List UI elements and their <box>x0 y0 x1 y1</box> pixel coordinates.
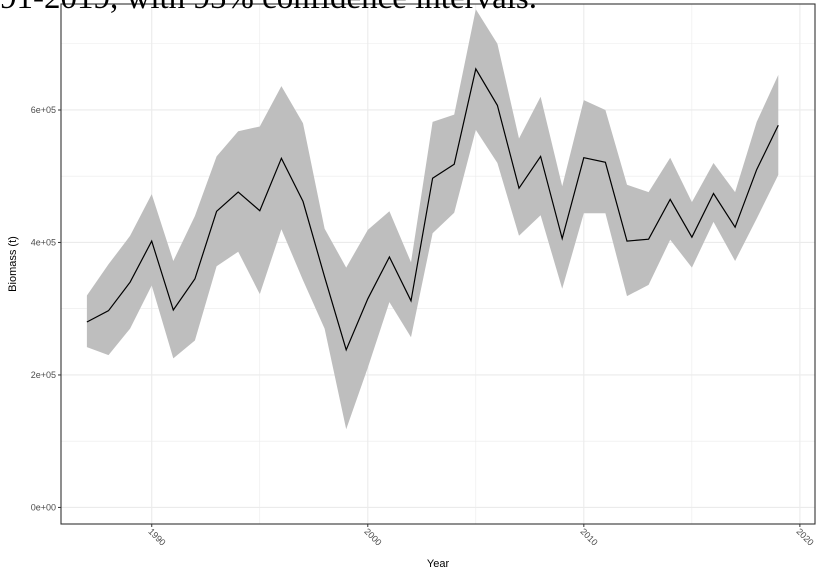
y-axis-title: Biomass (t) <box>7 236 19 292</box>
x-axis-title: Year <box>427 558 450 569</box>
y-tick-label: 6e+05 <box>31 105 56 115</box>
y-tick-label: 2e+05 <box>31 370 56 380</box>
y-tick-label: 4e+05 <box>31 237 56 247</box>
x-tick-label: 1990 <box>146 526 167 547</box>
plot-panel-border <box>60 3 816 525</box>
y-tick-label: 0e+00 <box>31 502 56 512</box>
x-tick-label: 2020 <box>794 526 815 547</box>
biomass-series-line <box>86 67 779 352</box>
figure-caption: 91-2019, with 95% confidence intervals. <box>0 0 818 18</box>
axis-ticks: 0e+00 2e+05 4e+05 6e+05 1990 2000 2010 2020 <box>31 105 816 548</box>
x-tick-label: 2000 <box>362 526 383 547</box>
confidence-interval-ribbon <box>86 9 779 430</box>
x-tick-label: 2010 <box>578 526 599 547</box>
